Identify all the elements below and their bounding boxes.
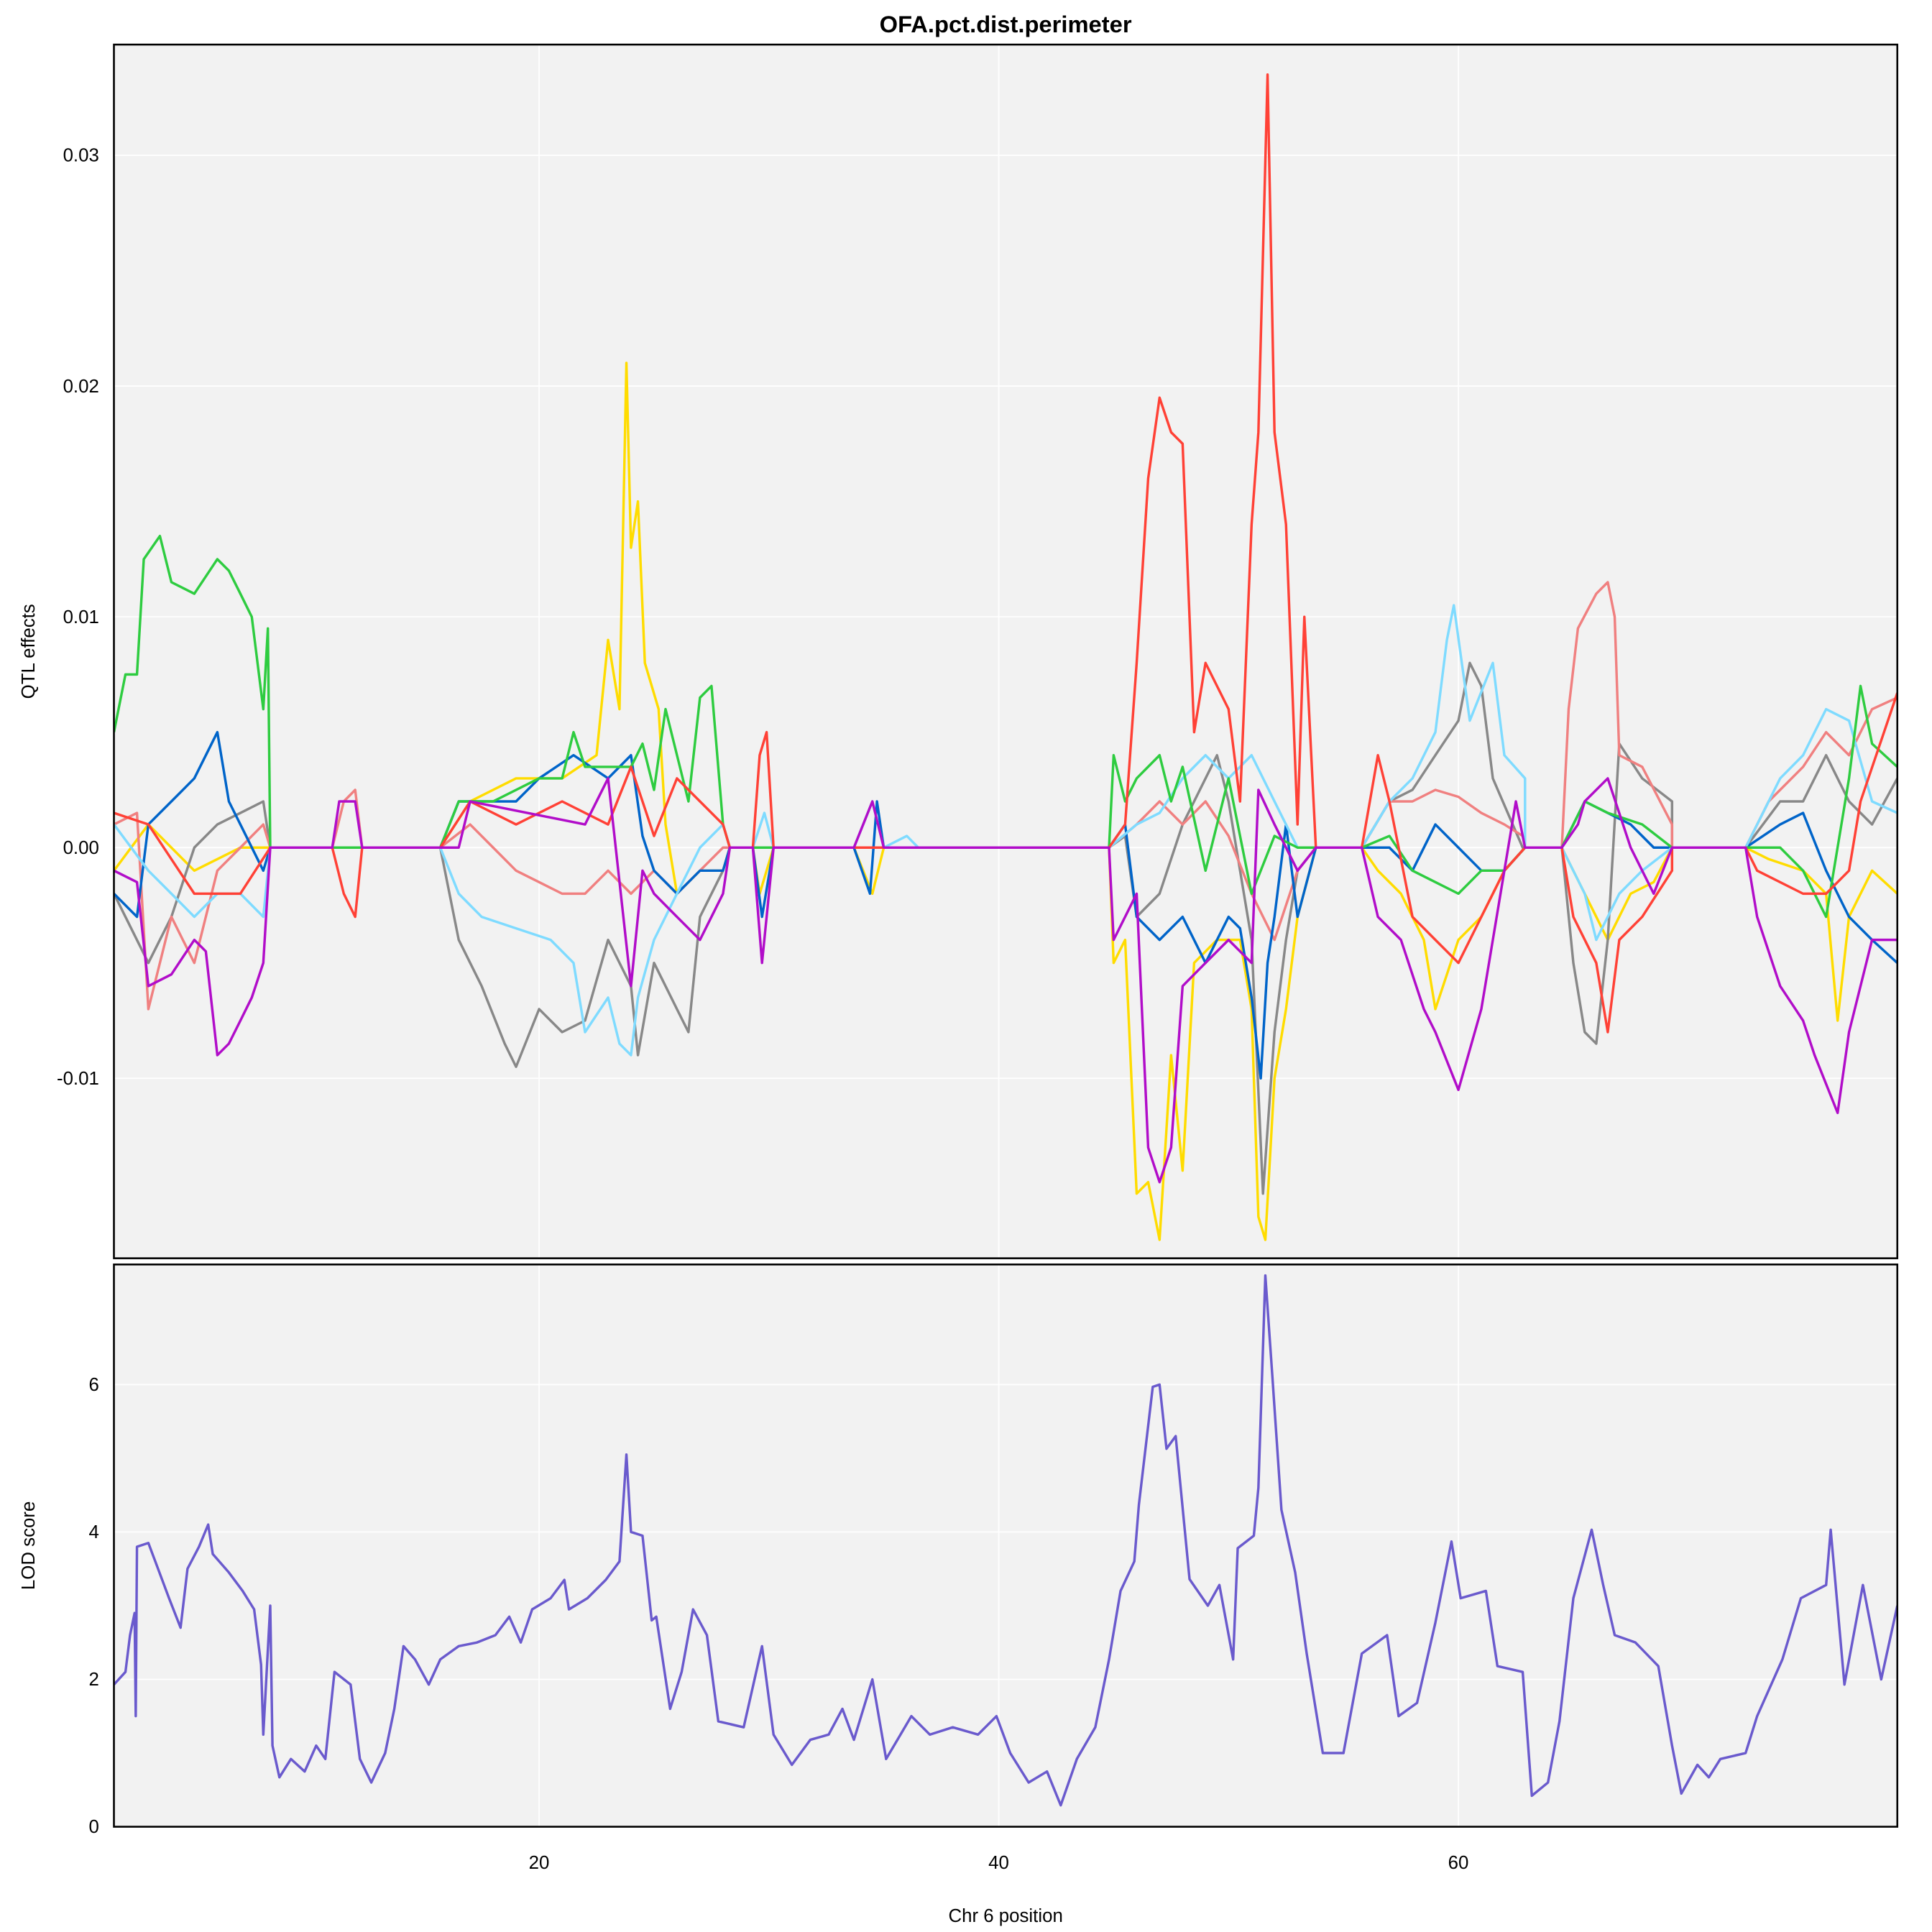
chart-title: OFA.pct.dist.perimeter bbox=[880, 11, 1132, 37]
lod-panel bbox=[114, 1264, 1898, 1827]
effects-panel bbox=[114, 45, 1898, 1259]
effects-y-label: QTL effects bbox=[19, 604, 39, 699]
effect-series-line bbox=[114, 73, 1898, 1034]
effect-ytick-label: 0.00 bbox=[63, 838, 99, 858]
lod-ytick-label: 0 bbox=[88, 1817, 98, 1837]
effect-series-line bbox=[114, 777, 1898, 1184]
lod-series-line bbox=[114, 1274, 1898, 1807]
lod-ytick-label: 2 bbox=[88, 1670, 98, 1690]
lod-y-label: LOD score bbox=[19, 1501, 39, 1590]
x-axis-label: Chr 6 position bbox=[948, 1906, 1062, 1926]
xtick-label: 60 bbox=[1448, 1853, 1469, 1873]
xtick-label: 20 bbox=[529, 1853, 550, 1873]
effects-panel-border bbox=[113, 43, 1899, 1259]
effect-ytick-label: 0.01 bbox=[63, 607, 99, 627]
lod-ytick-label: 6 bbox=[88, 1375, 98, 1395]
xtick-label: 40 bbox=[988, 1853, 1009, 1873]
effect-ytick-label: 0.03 bbox=[63, 146, 99, 166]
effect-ytick-label: -0.01 bbox=[57, 1069, 99, 1089]
lod-panel-border bbox=[113, 1263, 1899, 1828]
lod-ytick-label: 4 bbox=[88, 1522, 98, 1542]
effect-series-line bbox=[114, 362, 1898, 1241]
effect-series-line bbox=[114, 661, 1898, 1195]
effect-series-line bbox=[114, 581, 1898, 1011]
effect-ytick-label: 0.02 bbox=[63, 377, 99, 397]
effect-series-line bbox=[114, 535, 1898, 919]
